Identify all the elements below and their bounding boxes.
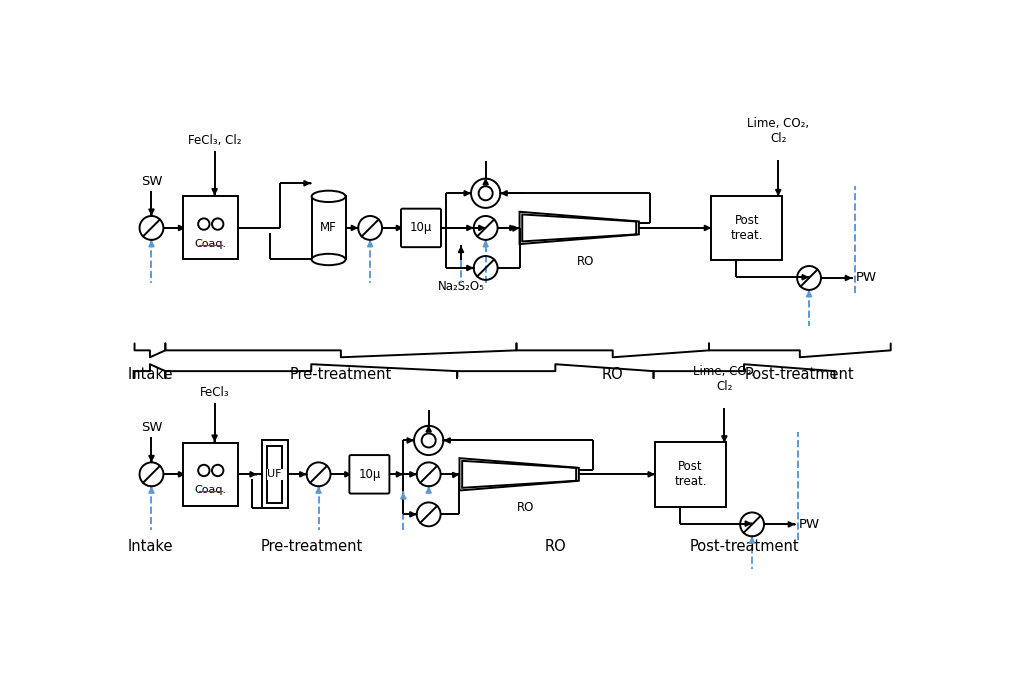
Text: Pre-treatment: Pre-treatment [261,538,363,554]
FancyBboxPatch shape [350,455,389,493]
Text: UF: UF [267,469,282,480]
Text: Post
treat.: Post treat. [731,214,763,242]
Text: Lime, CO₂,
Cl₂: Lime, CO₂, Cl₂ [693,365,755,393]
Text: MF: MF [320,222,337,234]
Ellipse shape [312,254,345,265]
Text: RO: RO [517,501,534,514]
Text: RO: RO [577,255,594,268]
Text: RO: RO [602,367,624,382]
Bar [183,443,238,506]
Text: Post-treatment: Post-treatment [690,538,799,554]
Text: Pre-treatment: Pre-treatment [289,367,392,382]
Ellipse shape [312,191,345,202]
Text: Na₂S₂O₅: Na₂S₂O₅ [437,280,484,293]
Bar [711,195,783,261]
Bar [312,196,345,259]
Text: FeCl₃, Cl₂: FeCl₃, Cl₂ [187,134,242,147]
Text: 10μ: 10μ [410,222,432,234]
Text: Post
treat.: Post treat. [675,460,707,489]
Text: RO: RO [545,538,567,554]
Bar [183,196,238,259]
Text: Post-treatment: Post-treatment [745,367,855,382]
Bar [655,442,726,507]
FancyBboxPatch shape [400,209,441,247]
Text: FeCl₃: FeCl₃ [200,386,229,399]
Text: SW: SW [141,421,162,435]
Text: 10μ: 10μ [359,468,380,481]
Text: Coaq.: Coaq. [195,238,227,249]
Bar [267,446,282,503]
Text: Coaq.: Coaq. [195,485,227,495]
Text: Intake: Intake [127,538,172,554]
Bar [262,441,287,508]
Text: Intake: Intake [127,367,172,382]
Text: SW: SW [141,175,162,188]
Text: PW: PW [798,518,819,531]
Text: PW: PW [855,272,876,284]
Text: Lime, CO₂,
Cl₂: Lime, CO₂, Cl₂ [747,116,809,145]
